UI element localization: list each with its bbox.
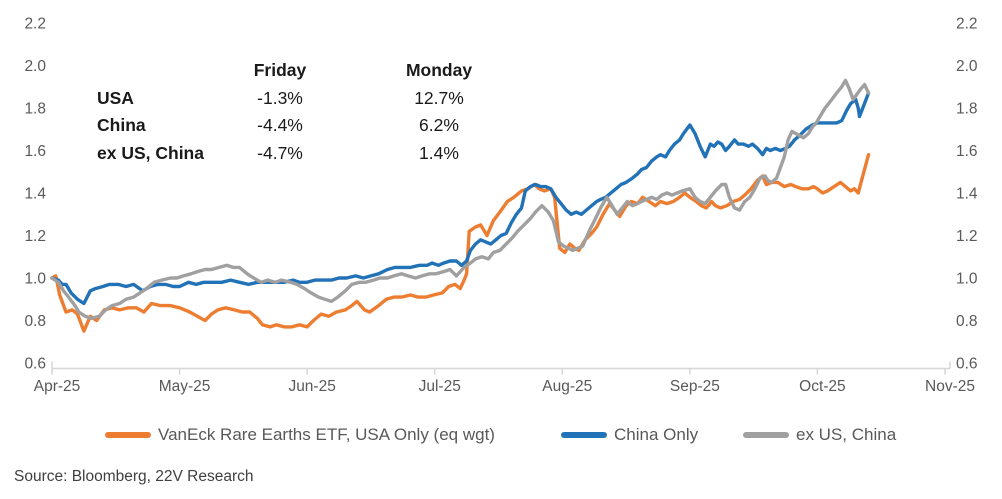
legend-label-ex-us-china: ex US, China (796, 425, 897, 444)
svg-text:1.4: 1.4 (24, 186, 46, 203)
svg-text:1.0: 1.0 (956, 271, 978, 288)
svg-text:1.4: 1.4 (956, 186, 978, 203)
svg-text:0.6: 0.6 (956, 356, 978, 373)
y-axis-tick-labels: 0.6 0.6 0.8 0.8 1.0 1.0 1.2 1.2 1.4 1.4 1.6 1.6 1.8 1… (24, 16, 977, 373)
x-axis (51, 361, 951, 375)
svg-text:1.2: 1.2 (24, 228, 46, 245)
svg-text:0.8: 0.8 (24, 313, 46, 330)
table-value-china-friday: -4.4% (257, 115, 303, 135)
svg-text:1.0: 1.0 (24, 271, 46, 288)
svg-text:Nov-25: Nov-25 (925, 378, 975, 395)
series-line-0 (50, 152, 871, 333)
legend-label-china-only: China Only (614, 425, 699, 444)
svg-text:0.8: 0.8 (956, 313, 978, 330)
legend-item-ex-us-china: ex US, China (743, 425, 896, 445)
table-header-monday: Monday (405, 60, 473, 80)
legend-line-swatch-orange (105, 432, 151, 438)
svg-text:2.0: 2.0 (24, 58, 46, 75)
table-header-friday: Friday (253, 60, 307, 80)
series-line-2 (50, 78, 871, 321)
svg-text:Aug-25: Aug-25 (542, 378, 592, 395)
svg-text:1.8: 1.8 (24, 101, 46, 118)
table-row-label-ex-us-china: ex US, China (97, 142, 204, 163)
svg-text:1.6: 1.6 (24, 143, 46, 160)
legend-label-vaneck-usa: VanEck Rare Earths ETF, USA Only (eq wgt… (158, 425, 495, 444)
svg-text:1.8: 1.8 (956, 101, 978, 118)
chart-series-lines (50, 78, 871, 333)
table-corner-cell (97, 57, 205, 85)
series-line-1 (50, 91, 871, 306)
x-axis-tick-labels: Apr-25 May-25 Jun-25 Jul-25 Aug-25 Sep-25 Oct-… (34, 378, 975, 395)
svg-text:Jun-25: Jun-25 (288, 378, 335, 395)
legend-item-china-only: China Only (561, 425, 698, 445)
svg-text:Sep-25: Sep-25 (670, 378, 720, 395)
table-value-ex-us-china-monday: 1.4% (419, 142, 459, 163)
svg-text:Apr-25: Apr-25 (34, 378, 81, 395)
performance-table: Friday Monday USA -1.3% 12.7% China -4.4… (97, 57, 523, 167)
svg-text:2.2: 2.2 (24, 16, 46, 33)
table-value-usa-friday: -1.3% (257, 87, 303, 108)
legend-line-swatch-blue (561, 432, 607, 438)
svg-text:Jul-25: Jul-25 (419, 378, 461, 395)
table-value-china-monday: 6.2% (419, 115, 459, 135)
table-row-label-usa: USA (97, 87, 134, 108)
svg-text:0.6: 0.6 (24, 356, 46, 373)
svg-text:1.6: 1.6 (956, 143, 978, 160)
legend-item-vaneck-usa: VanEck Rare Earths ETF, USA Only (eq wgt… (105, 425, 495, 445)
source-note: Source: Bloomberg, 22V Research (14, 468, 254, 485)
svg-text:1.2: 1.2 (956, 228, 978, 245)
table-value-usa-monday: 12.7% (414, 87, 464, 108)
table-row-label-china: China (97, 115, 146, 135)
svg-text:May-25: May-25 (159, 378, 211, 395)
table-value-ex-us-china-friday: -4.7% (257, 142, 303, 163)
svg-text:Oct-25: Oct-25 (799, 378, 846, 395)
line-chart: 0.6 0.6 0.8 0.8 1.0 1.0 1.2 1.2 1.4 1.4 1.6 1.6 1.8 1… (24, 16, 977, 396)
svg-text:2.2: 2.2 (956, 16, 978, 33)
svg-text:2.0: 2.0 (956, 58, 978, 75)
legend-line-swatch-gray (743, 432, 789, 438)
